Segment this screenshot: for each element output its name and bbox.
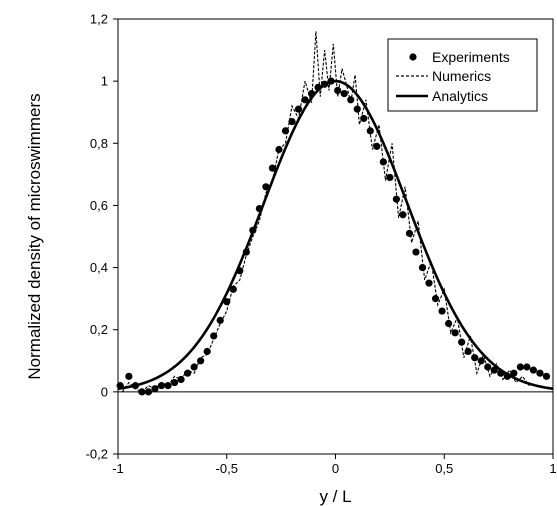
experiments-point (497, 369, 505, 377)
experiments-point (477, 357, 485, 365)
experiments-point (268, 164, 277, 172)
experiments-point (223, 298, 231, 306)
experiments-point (301, 96, 309, 104)
experiments-point (116, 382, 124, 390)
experiments-point (144, 388, 153, 396)
experiments-point (184, 369, 192, 377)
experiments-point (164, 382, 172, 390)
experiments-point (177, 375, 185, 384)
experiments-point (294, 105, 303, 113)
experiments-point (412, 248, 420, 256)
legend-marker-experiments (409, 53, 417, 61)
legend-label-analytics: Analytics (432, 88, 488, 104)
y-axis-title: Normalized density of microswimmers (25, 93, 44, 379)
y-axis-ticks: -0,2 0 0,2 0,4 0,6 0,8 1 1,2 (86, 12, 118, 462)
x-axis-ticks: -1 -0,5 0 0,5 1 (112, 454, 557, 476)
experiments-point (307, 89, 316, 98)
legend-box (387, 38, 538, 112)
experiments-point (510, 369, 518, 377)
experiments-point (490, 366, 498, 374)
x-axis-title: y / L (319, 487, 351, 506)
series-numerics (121, 31, 530, 393)
experiments-point (229, 285, 237, 293)
legend: Experiments Numerics Analytics (387, 38, 538, 112)
experiments-point (379, 158, 387, 166)
experiments-point (281, 127, 290, 135)
experiments-point (249, 226, 257, 234)
experiments-point (216, 316, 224, 324)
experiments-point (536, 369, 544, 377)
y-tick-label: -0,2 (86, 447, 108, 462)
experiments-point (373, 142, 381, 150)
y-tick-label: 0,6 (90, 198, 108, 213)
experiments-point (431, 295, 440, 303)
experiments-point (347, 96, 355, 104)
experiments-point (327, 77, 335, 85)
experiments-point (386, 173, 394, 182)
experiments-point (157, 382, 166, 390)
series-experiments (116, 77, 551, 396)
experiments-point (516, 363, 524, 371)
x-tick-label: 0,5 (435, 461, 453, 476)
experiments-point (425, 279, 433, 287)
experiments-point (451, 329, 459, 337)
experiments-point (288, 117, 296, 126)
experiments-point (236, 267, 244, 275)
experiments-point (262, 183, 270, 191)
experiments-point (151, 385, 159, 393)
experiments-point (334, 86, 342, 95)
experiments-point (131, 382, 139, 390)
experiments-point (529, 366, 538, 374)
experiments-point (484, 363, 492, 371)
experiments-point (242, 248, 250, 256)
y-tick-label: 1,2 (90, 12, 108, 27)
experiments-point (464, 347, 472, 356)
experiments-point (523, 363, 531, 371)
y-tick-label: 0,8 (90, 136, 108, 151)
experiments-point (203, 347, 211, 356)
y-tick-label: 0 (101, 384, 108, 399)
x-tick-label: -0,5 (216, 461, 238, 476)
legend-label-experiments: Experiments (432, 49, 510, 65)
x-tick-label: 1 (549, 461, 556, 476)
experiments-point (314, 83, 322, 91)
experiments-point (405, 229, 414, 237)
experiments-point (275, 145, 283, 154)
experiments-point (340, 89, 348, 98)
legend-label-numerics: Numerics (432, 68, 491, 84)
experiments-point (366, 127, 374, 135)
experiments-point (190, 363, 198, 371)
experiments-point (321, 80, 329, 88)
experiments-point (353, 105, 361, 113)
x-tick-label: -1 (112, 461, 124, 476)
experiments-point (542, 372, 551, 380)
y-tick-label: 0,2 (90, 322, 108, 337)
experiments-point (170, 378, 179, 387)
x-tick-label: 0 (332, 461, 339, 476)
experiments-point (360, 114, 368, 123)
experiments-point (438, 307, 446, 315)
y-tick-label: 0,4 (90, 260, 108, 275)
experiments-point (471, 354, 479, 362)
experiments-point (138, 388, 146, 396)
experiments-point (392, 195, 400, 203)
experiments-point (458, 338, 466, 346)
experiments-point (445, 319, 453, 328)
experiments-point (197, 357, 205, 365)
numerics-line (121, 31, 530, 393)
y-tick-label: 1 (101, 74, 108, 89)
experiments-point (418, 263, 427, 272)
series-analytics (117, 79, 554, 390)
experiments-point (125, 372, 133, 380)
experiments-point (255, 204, 263, 213)
experiments-point (399, 211, 407, 219)
experiments-point (503, 372, 511, 380)
experiments-point (210, 332, 218, 340)
analytics-line (117, 79, 554, 390)
